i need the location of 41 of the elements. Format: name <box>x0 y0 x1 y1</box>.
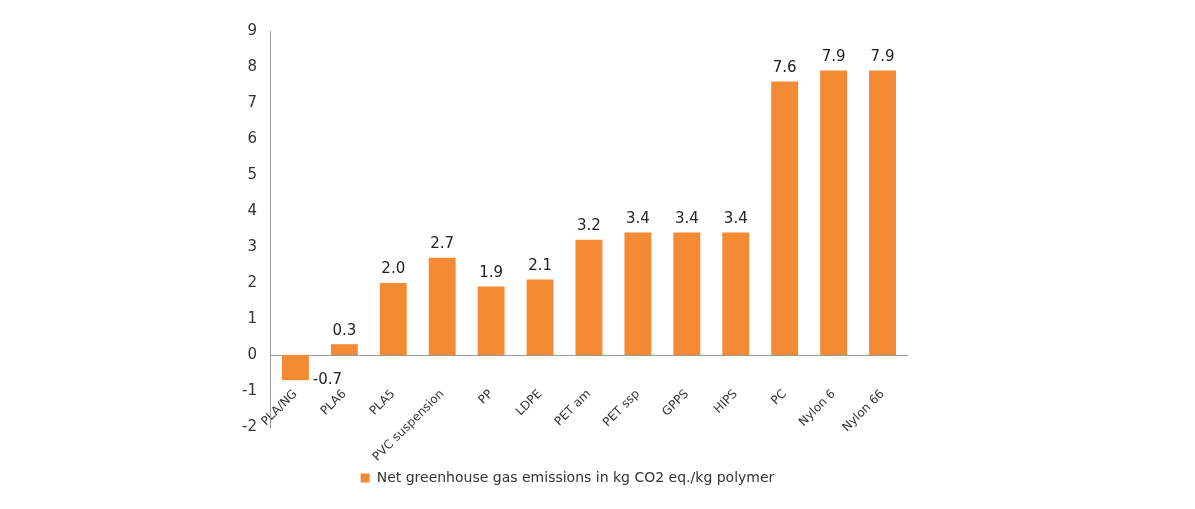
bar <box>281 355 309 381</box>
bar <box>820 70 848 355</box>
text: 3.4 <box>625 208 650 227</box>
text: 7.9 <box>870 46 895 65</box>
bar <box>673 232 701 355</box>
bar <box>869 70 896 355</box>
y-tick-label: 0 <box>247 344 257 363</box>
bar <box>428 257 456 355</box>
y-tick-label: 3 <box>247 236 257 255</box>
x-tick-label: PP <box>475 386 496 407</box>
y-tick-label: -1 <box>241 380 257 399</box>
text: 3.2 <box>577 216 601 235</box>
text: 0.3 <box>332 320 357 339</box>
bar <box>575 239 603 355</box>
bar <box>526 279 554 355</box>
y-tick-label: 7 <box>247 92 257 111</box>
text: 1.9 <box>479 262 504 281</box>
x-tick-label: PC <box>768 386 790 408</box>
bar <box>330 344 358 355</box>
text: 7.6 <box>772 57 797 76</box>
y-tick-label: 2 <box>247 272 257 291</box>
text: 7.9 <box>821 46 846 65</box>
bar <box>379 283 407 355</box>
y-tick-label: -2 <box>241 416 257 435</box>
y-tick-label: 6 <box>247 128 257 147</box>
legend-label: Net greenhouse gas emissions in kg CO2 eq./kg polymer <box>376 468 775 485</box>
y-tick-label: 8 <box>247 56 257 75</box>
text: 3.4 <box>674 208 699 227</box>
y-tick-label: 1 <box>247 308 257 327</box>
text: 2.0 <box>381 259 406 278</box>
bar <box>477 286 505 355</box>
y-tick-label: 5 <box>247 164 257 183</box>
bar <box>722 232 750 355</box>
text: 2.1 <box>528 255 552 274</box>
text: 3.4 <box>723 208 748 227</box>
text: 2.7 <box>430 234 455 253</box>
y-tick-label: 9 <box>247 20 257 39</box>
bar <box>771 81 799 355</box>
text: -0.7 <box>312 370 343 389</box>
bar <box>624 232 652 355</box>
y-tick-label: 4 <box>247 200 257 219</box>
